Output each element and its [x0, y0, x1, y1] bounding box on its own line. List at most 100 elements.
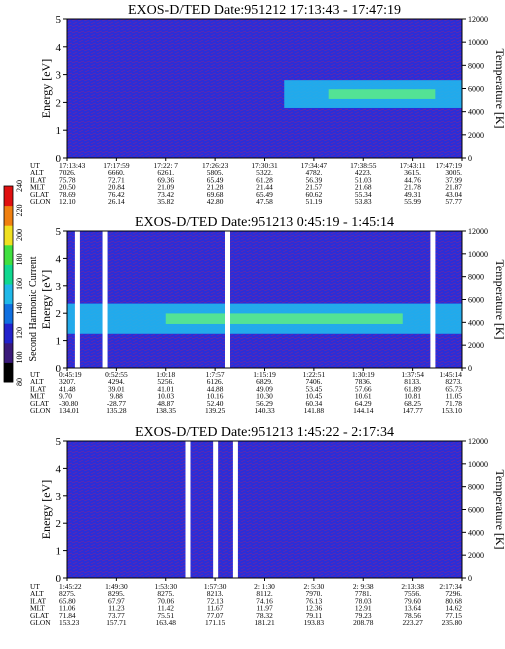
orbit-cell: 7836.	[355, 377, 372, 386]
orbit-row-label: GLAT	[30, 399, 49, 408]
orbit-cell: 10.30	[256, 392, 273, 401]
orbit-table: UTALTILATMLTGLATGLON17:13:437026.75.7820…	[30, 161, 462, 206]
orbit-row-label: ILAT	[30, 596, 46, 605]
orbit-cell: 13.64	[404, 604, 421, 613]
data-gap-1	[185, 441, 191, 578]
orbit-cell: 11.23	[108, 604, 125, 613]
orbit-cell: 6126.	[207, 377, 224, 386]
orbit-cell: 153.10	[442, 406, 463, 415]
orbit-cell: 12.36	[306, 604, 323, 613]
y2-tick-label: 6000	[468, 85, 484, 94]
orbit-cell: 79.23	[355, 611, 372, 620]
y-tick-label: 0	[56, 363, 62, 375]
plot-area	[67, 231, 462, 368]
orbit-cell: 75.51	[157, 611, 174, 620]
orbit-cell: 67.97	[108, 596, 125, 605]
y2-tick-label: 8000	[468, 61, 484, 70]
orbit-cell: 181.21	[254, 618, 275, 627]
orbit-cell: 21.09	[157, 183, 174, 192]
orbit-cell: 157.71	[106, 618, 127, 627]
orbit-cell: -28.77	[107, 399, 126, 408]
data-gap-4	[430, 231, 436, 368]
orbit-cell: 71.78	[445, 399, 462, 408]
orbit-cell: 49.31	[404, 190, 421, 199]
y2-tick-label: 10000	[468, 460, 488, 469]
orbit-cell: 61.89	[404, 384, 421, 393]
orbit-cell: 65.49	[207, 175, 224, 184]
orbit-row-label: ALT	[30, 168, 44, 177]
orbit-cell: 70.06	[157, 596, 174, 605]
orbit-cell: 55.99	[404, 197, 421, 206]
orbit-cell: 17:13:43	[59, 161, 86, 170]
orbit-cell: 9.88	[110, 392, 123, 401]
chart-panel-3: EXOS-D/TED Date:951213 1:45:22 - 2:17:34…	[30, 425, 505, 627]
orbit-cell: 235.80	[442, 618, 463, 627]
orbit-cell: 8275.	[59, 589, 76, 598]
orbit-cell: 5256.	[157, 377, 174, 386]
orbit-cell: 1:37:54	[401, 370, 424, 379]
y2-tick-label: 12000	[468, 15, 488, 24]
orbit-cell: 5322.	[256, 168, 273, 177]
orbit-cell: 77.15	[445, 611, 462, 620]
orbit-cell: 8213.	[207, 589, 224, 598]
y-axis-label: Energy [eV]	[39, 270, 53, 329]
colorbar-swatch	[4, 244, 13, 265]
y-tick-label: 2	[56, 97, 62, 109]
orbit-cell: 61.28	[256, 175, 273, 184]
orbit-row-label: GLAT	[30, 611, 49, 620]
orbit-cell: 49.09	[256, 384, 273, 393]
colorbar-tick-label: 240	[15, 180, 24, 192]
orbit-cell: 72.13	[207, 596, 224, 605]
orbit-cell: 65.73	[445, 384, 462, 393]
orbit-cell: -30.80	[59, 399, 78, 408]
orbit-cell: 1:57:30	[204, 582, 227, 591]
colorbar-tick-label: 160	[15, 278, 24, 290]
y2-axis-label: Temperature [K]	[493, 48, 505, 128]
y2-tick-label: 2000	[468, 131, 484, 140]
orbit-cell: 79.60	[404, 596, 421, 605]
orbit-cell: 52.40	[207, 399, 224, 408]
orbit-cell: 72.71	[108, 175, 125, 184]
y-tick-label: 0	[56, 573, 62, 585]
orbit-cell: 20.50	[59, 183, 76, 192]
orbit-cell: 60.34	[306, 399, 323, 408]
colorbar-swatch	[4, 264, 13, 285]
orbit-row-label: GLON	[30, 197, 51, 206]
orbit-cell: 55.34	[355, 190, 372, 199]
orbit-cell: 0:45:19	[59, 370, 82, 379]
orbit-cell: 53.45	[306, 384, 323, 393]
orbit-cell: 17:43:11	[400, 161, 426, 170]
orbit-cell: 7556.	[404, 589, 421, 598]
y-tick-label: 2	[56, 518, 62, 530]
orbit-cell: 2:17:34	[439, 582, 462, 591]
y2-tick-label: 10000	[468, 38, 488, 47]
y-tick-label: 2	[56, 308, 62, 320]
y2-tick-label: 12000	[468, 437, 488, 446]
orbit-cell: 1:22:51	[303, 370, 326, 379]
chart-panel-1: EXOS-D/TED Date:951212 17:13:43 - 17:47:…	[30, 3, 505, 206]
orbit-cell: 140.33	[254, 406, 275, 415]
orbit-cell: 60.62	[306, 190, 323, 199]
orbit-cell: 42.80	[207, 197, 224, 206]
orbit-cell: 4294.	[108, 377, 125, 386]
chart-title: EXOS-D/TED Date:951213 0:45:19 - 1:45:14	[135, 215, 394, 230]
orbit-cell: 223.27	[402, 618, 423, 627]
orbit-cell: 21.87	[445, 183, 462, 192]
orbit-cell: 17:17:59	[103, 161, 130, 170]
orbit-cell: 10.61	[355, 392, 372, 401]
y2-tick-label: 8000	[468, 483, 484, 492]
orbit-cell: 57.77	[445, 197, 462, 206]
y-tick-label: 5	[56, 14, 62, 26]
orbit-cell: 44.88	[207, 384, 224, 393]
orbit-cell: 11.06	[59, 604, 76, 613]
orbit-row-label: GLON	[30, 406, 51, 415]
colorbar-swatch	[4, 362, 13, 383]
orbit-cell: 8273.	[445, 377, 462, 386]
orbit-cell: 10.45	[306, 392, 323, 401]
orbit-cell: 79.11	[306, 611, 323, 620]
orbit-cell: 1:15:19	[253, 370, 276, 379]
y-tick-label: 1	[56, 336, 62, 348]
chart-title: EXOS-D/TED Date:951213 1:45:22 - 2:17:34	[135, 425, 394, 440]
orbit-cell: 69.68	[207, 190, 224, 199]
orbit-cell: 76.42	[108, 190, 125, 199]
